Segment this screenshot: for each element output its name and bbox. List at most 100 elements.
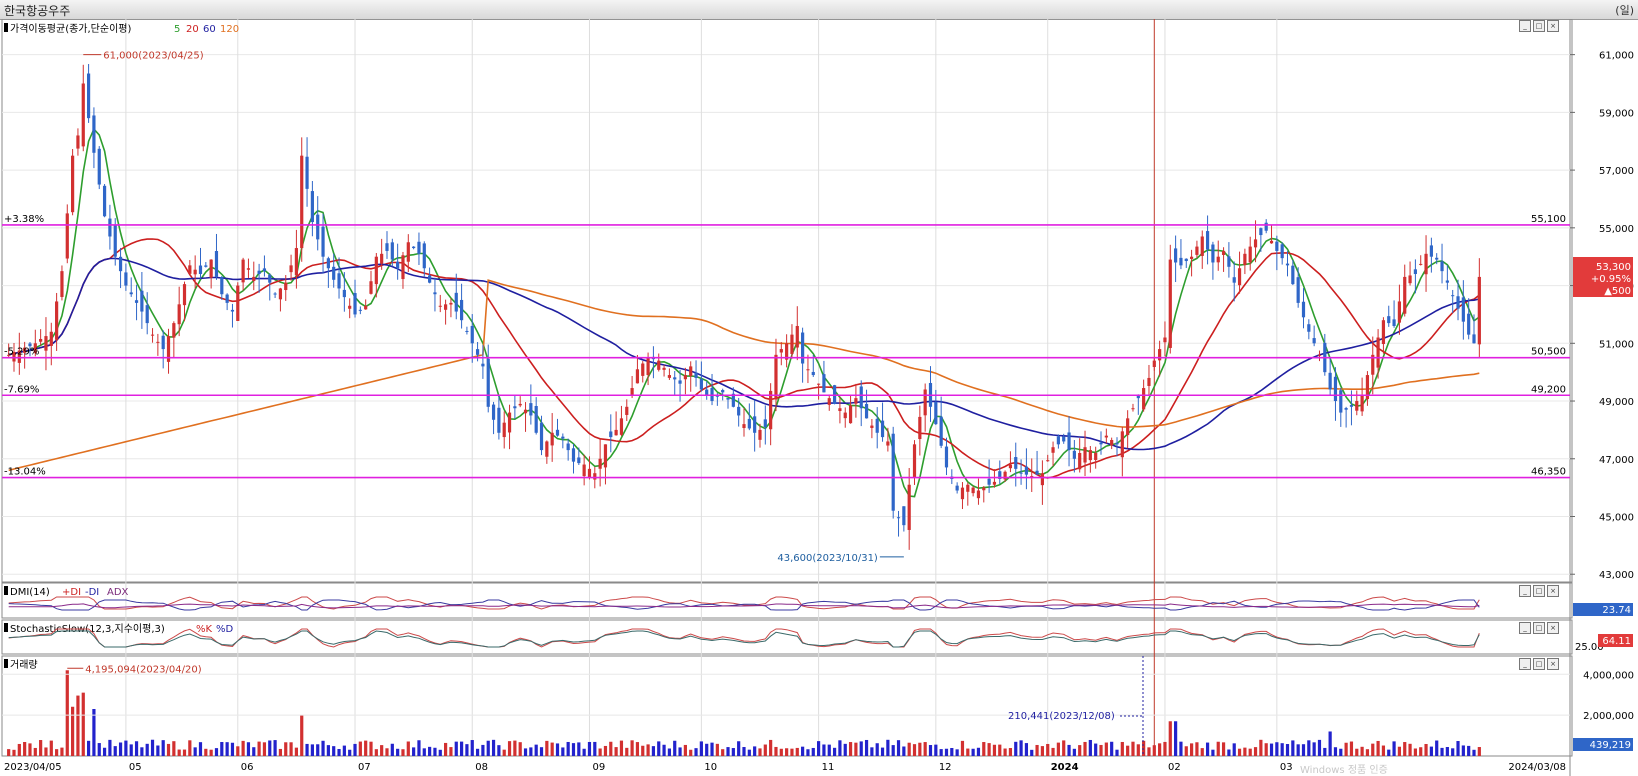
stoch-d: %D — [216, 624, 234, 635]
volume-bar — [822, 744, 826, 756]
volume-bar — [1232, 743, 1236, 756]
price-axis-label: 59,000 — [1599, 108, 1634, 119]
volume-bar — [1195, 742, 1199, 756]
volume-bar — [747, 749, 751, 756]
stock-chart[interactable]: +3.38% 55,100 -5.29% 50,500 -7.69% 49,200 -13.… — [0, 19, 1638, 776]
volume-bar — [449, 747, 453, 756]
volume-bar — [1115, 749, 1119, 756]
volume-bar — [1099, 744, 1103, 756]
candle-body — [918, 416, 922, 440]
volume-bar — [912, 744, 917, 756]
candle-body — [1472, 334, 1476, 344]
panel-btn-close-price[interactable]: × — [1547, 20, 1559, 32]
candle-body — [1179, 257, 1183, 266]
volume-panel: 거래량 4,000,000 2,000,000 4,195,094(2023/04… — [2, 656, 1634, 756]
volume-bar — [198, 742, 203, 756]
volume-bar — [161, 740, 165, 756]
candle-body — [28, 343, 32, 347]
volume-bar — [1243, 747, 1247, 756]
volume-bar — [896, 740, 901, 756]
volume-bar — [268, 740, 272, 756]
candle-body — [619, 418, 624, 435]
panel-btn-min-volume[interactable]: _ — [1519, 658, 1531, 670]
volume-bar — [305, 743, 309, 756]
candle-body — [33, 343, 37, 354]
volume-bar — [369, 741, 373, 756]
candle-body — [598, 458, 602, 469]
candle-body — [646, 357, 650, 376]
stock-title: 한국항공우주 — [4, 4, 71, 18]
volume-bar — [1083, 741, 1087, 756]
panel-btn-max-volume[interactable]: □ — [1533, 658, 1545, 670]
panel-btn-max-dmi[interactable]: □ — [1533, 585, 1545, 597]
volume-bar — [848, 742, 853, 756]
candle-body — [1376, 337, 1380, 368]
candle-body — [1275, 241, 1279, 251]
volume-bar — [113, 746, 117, 756]
volume-bar — [1088, 739, 1092, 756]
candle-body — [998, 471, 1002, 479]
volume-bar — [412, 747, 416, 756]
candle-body — [1467, 313, 1471, 335]
panel-btn-min-dmi[interactable]: _ — [1519, 585, 1531, 597]
candle-body — [97, 148, 101, 185]
volume-bar — [188, 740, 192, 756]
volume-bar — [838, 740, 842, 756]
candle-body — [625, 406, 629, 415]
volume-bar — [7, 749, 11, 756]
volume-bar — [918, 742, 922, 756]
panel-btn-max-stoch[interactable]: □ — [1533, 622, 1545, 634]
volume-bar — [390, 743, 394, 756]
candle-body — [214, 250, 219, 277]
watermark: Windows 정품 인증 — [1300, 764, 1388, 776]
volume-bar — [65, 670, 69, 756]
candle-body — [449, 302, 453, 305]
volume-bar — [470, 740, 474, 756]
volume-bar — [486, 740, 490, 756]
date-axis-label: 12 — [939, 762, 952, 773]
candle-body — [1051, 447, 1055, 453]
volume-peak-annotation: 4,195,094(2023/04/20) — [85, 664, 201, 675]
volume-bar — [737, 741, 741, 756]
candle-body — [1408, 275, 1412, 284]
candle-body — [848, 405, 853, 424]
price-axis-label: 45,000 — [1599, 512, 1634, 523]
candle-body — [475, 349, 480, 355]
volume-bar — [71, 706, 75, 756]
volume-bar — [1253, 747, 1258, 756]
volume-bar — [209, 749, 213, 756]
volume-bar — [193, 747, 197, 756]
candle-body — [465, 330, 469, 332]
volume-bar — [1040, 746, 1044, 756]
panel-btn-min-price[interactable]: _ — [1519, 20, 1531, 32]
date-axis: 2023/04/05 05 06 07 08 09 10 11 12 2024 02 03 2024/0… — [4, 762, 1566, 773]
ma-legend: 가격이동평균(종가,단순이평) 5 20 60 120 — [4, 22, 239, 35]
stoch-k: %K — [196, 624, 213, 635]
candle-body — [1131, 408, 1135, 410]
volume-bar — [1419, 747, 1423, 756]
volume-bar — [673, 740, 677, 756]
volume-bar — [1392, 741, 1396, 756]
candle-body — [193, 269, 197, 275]
panel-btn-close-stoch[interactable]: × — [1547, 622, 1559, 634]
panel-btn-min-stoch[interactable]: _ — [1519, 622, 1531, 634]
panel-btn-close-volume[interactable]: × — [1547, 658, 1559, 670]
volume-bar — [358, 741, 362, 756]
volume-bar — [97, 743, 101, 756]
candle-body — [172, 323, 176, 338]
candle-body — [657, 360, 661, 370]
volume-bar — [284, 742, 288, 756]
panel-btn-max-price[interactable]: □ — [1533, 20, 1545, 32]
volume-bar — [172, 741, 176, 756]
volume-bar — [593, 741, 597, 756]
candle-body — [1232, 277, 1236, 283]
volume-bar — [832, 747, 837, 756]
volume-bar — [1339, 748, 1343, 756]
period-unit[interactable]: (일) — [1615, 4, 1634, 17]
panel-btn-close-dmi[interactable]: × — [1547, 585, 1559, 597]
candle-body — [294, 248, 299, 276]
volume-bar — [955, 749, 959, 756]
volume-bar — [987, 743, 991, 756]
volume-bar — [1110, 741, 1114, 756]
stoch-axis-label: 25.00 — [1575, 642, 1604, 653]
